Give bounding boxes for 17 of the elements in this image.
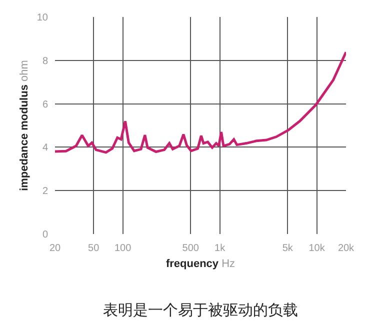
x-tick-label: 50: [88, 243, 100, 254]
x-tick-label: 10k: [308, 243, 326, 254]
y-tick-label: 2: [42, 186, 48, 198]
x-tick-label: 20: [49, 243, 61, 254]
x-tick-label: 5k: [282, 243, 294, 254]
y-tick-label: 4: [42, 142, 48, 154]
y-axis-title: impedance modulus ohm: [18, 60, 31, 191]
y-tick-label: 6: [42, 99, 48, 110]
y-tick-label: 10: [36, 12, 48, 24]
y-tick-label: 0: [42, 230, 48, 240]
x-tick-label: 500: [182, 243, 200, 254]
x-axis-title: frequency Hz: [166, 258, 236, 270]
x-tick-label: 1k: [214, 243, 226, 254]
x-tick-label: 100: [114, 243, 132, 254]
x-tick-label: 20k: [338, 243, 356, 254]
text: 表明是一个易于被驱动的负载: [103, 301, 298, 319]
y-tick-label: 8: [42, 56, 48, 67]
